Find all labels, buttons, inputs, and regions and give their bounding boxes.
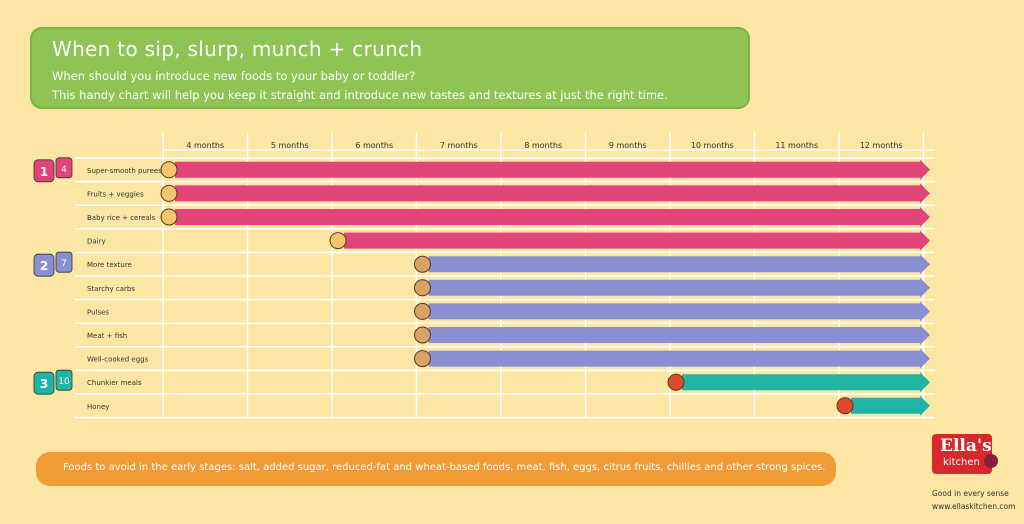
row-label: Baby rice + cereals	[87, 214, 156, 222]
stage-badge	[33, 253, 55, 277]
subtitle-line-1: When should you introduce new foods to y…	[52, 69, 416, 83]
row-arrow	[175, 207, 930, 227]
brand-tagline: Good in every sense	[932, 489, 1009, 498]
beans-icon	[414, 302, 431, 320]
eggs-icon	[414, 350, 431, 368]
row-label: Super-smooth purees	[87, 167, 162, 175]
column-header: 6 months	[355, 141, 393, 150]
brand-logo[interactable]: Ella's kitchen	[932, 434, 992, 474]
stage-month-badge	[55, 369, 73, 391]
row-arrow	[428, 254, 930, 275]
strawberry-icon	[984, 454, 998, 468]
stage-month-badge	[55, 157, 73, 179]
stage-month-badge	[55, 251, 73, 273]
row-label: Well-cooked eggs	[87, 356, 149, 364]
brand-name-sub: kitchen	[943, 457, 980, 468]
row-label: Dairy	[87, 238, 106, 246]
page-title: When to sip, slurp, munch + crunch	[52, 37, 423, 61]
stage-months: 4	[61, 165, 67, 175]
row-arrow	[428, 277, 930, 298]
stage-number: 3	[40, 377, 48, 391]
row-arrow	[428, 325, 930, 345]
column-header: 12 months	[860, 141, 903, 150]
honey-pot-icon	[836, 397, 854, 415]
row-label: Honey	[87, 403, 109, 411]
row-label: Pulses	[87, 308, 109, 316]
header-panel: When to sip, slurp, munch + crunch When …	[30, 27, 750, 109]
meat-icon	[414, 326, 431, 344]
cereal-icon	[160, 208, 178, 226]
apple-carrot-icon	[160, 184, 178, 202]
avoid-banner: Foods to avoid in the early stages: salt…	[36, 452, 836, 486]
column-header: 5 months	[271, 141, 309, 150]
row-arrow	[344, 230, 930, 251]
row-arrow	[428, 348, 930, 369]
row-label: Meat + fish	[87, 332, 127, 340]
row-arrow	[175, 183, 930, 204]
column-header: 8 months	[524, 141, 562, 150]
row-arrow	[428, 301, 930, 322]
avoid-text: Foods to avoid in the early stages: salt…	[63, 462, 826, 473]
stage-months: 10	[58, 377, 70, 387]
row-arrow	[175, 159, 930, 180]
column-header: 4 months	[186, 141, 224, 150]
column-header: 11 months	[775, 141, 818, 150]
row-label: Chunkier meals	[87, 379, 142, 387]
bread-icon	[414, 279, 431, 297]
column-header: 9 months	[609, 141, 647, 150]
row-arrow	[851, 395, 930, 416]
stage-badge	[33, 371, 55, 395]
bowl-icon	[414, 255, 431, 273]
meal-bowl-icon	[667, 373, 685, 391]
spoon-icon	[160, 161, 178, 179]
column-header: 10 months	[691, 141, 734, 150]
row-label: More texture	[87, 261, 132, 269]
row-label: Starchy carbs	[87, 285, 135, 293]
row-label: Fruits + veggies	[87, 190, 144, 198]
column-header: 7 months	[440, 141, 478, 150]
stage-months: 7	[61, 259, 67, 269]
brand-name: Ella's	[940, 436, 992, 456]
stage-number: 1	[40, 165, 48, 179]
row-arrow	[682, 372, 930, 393]
stage-badge	[33, 159, 55, 183]
timeline-chart: 4 months 5 months 6 months 7 months 8 months…	[33, 132, 935, 419]
subtitle-line-2: This handy chart will help you keep it s…	[52, 88, 668, 102]
milk-icon	[329, 232, 347, 250]
stage-number: 2	[40, 259, 48, 273]
brand-url[interactable]: www.ellaskitchen.com	[932, 502, 1016, 511]
